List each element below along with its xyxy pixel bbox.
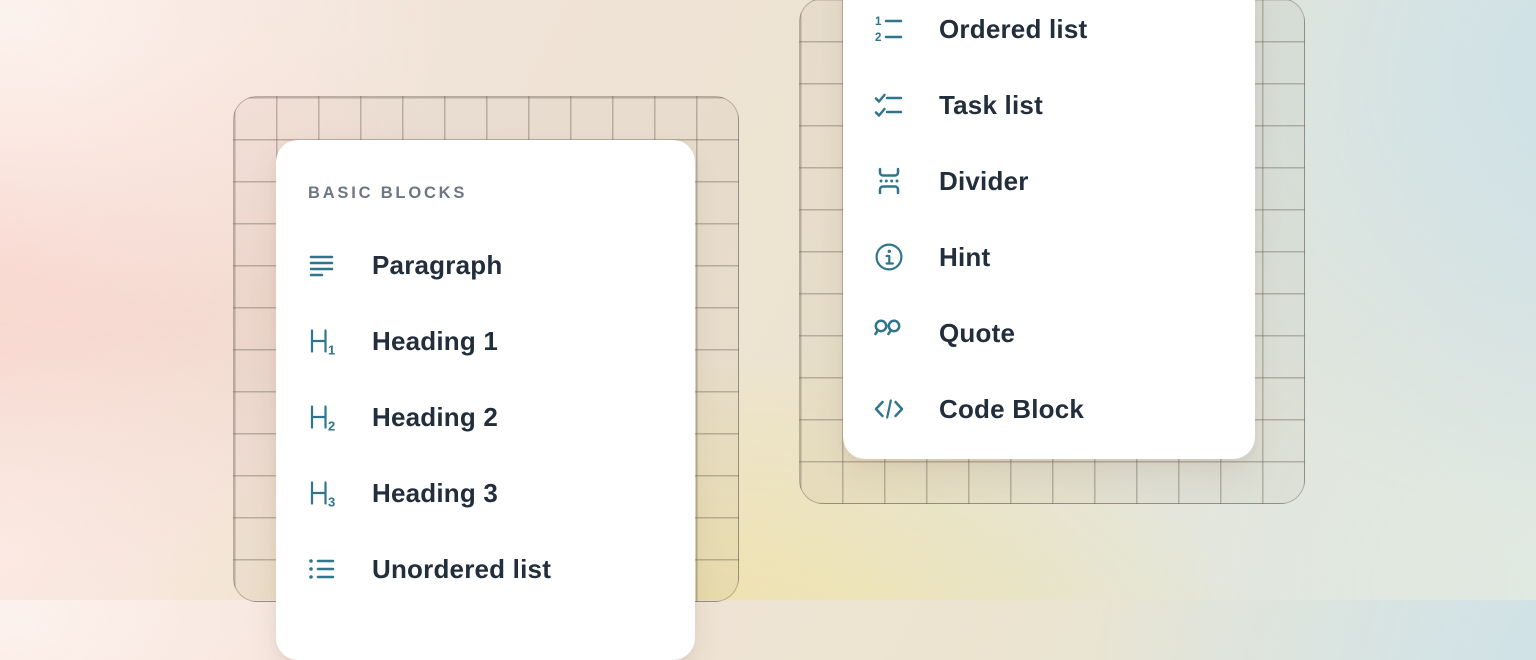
menu-item-label: Code Block	[939, 393, 1085, 424]
menu-item-divider[interactable]: Divider	[843, 165, 1255, 197]
svg-text:1: 1	[875, 16, 882, 28]
menu-item-code-block[interactable]: Code Block	[843, 393, 1255, 425]
svg-text:2: 2	[875, 32, 881, 44]
menu-item-label: Task list	[939, 89, 1043, 120]
menu-item-quote[interactable]: Quote	[843, 317, 1255, 349]
heading-1-icon: 1	[306, 325, 338, 357]
menu-item-label: Heading 1	[372, 325, 499, 356]
divider-icon	[873, 165, 905, 197]
menu-item-label: Hint	[939, 241, 991, 272]
heading-3-icon: 3	[306, 477, 338, 509]
menu-item-heading-3[interactable]: 3 Heading 3	[276, 477, 695, 509]
hint-icon	[873, 241, 905, 273]
svg-text:3: 3	[328, 495, 335, 510]
unordered-list-icon	[306, 553, 338, 585]
menu-item-hint[interactable]: Hint	[843, 241, 1255, 273]
menu-item-paragraph[interactable]: Paragraph	[276, 249, 695, 281]
menu-item-label: Heading 2	[372, 401, 499, 432]
menu-item-task-list[interactable]: Task list	[843, 89, 1255, 121]
paragraph-icon	[306, 249, 338, 281]
basic-blocks-menu: BASIC BLOCKS Paragraph 1 Heading 1 2 Hea…	[276, 140, 695, 660]
menu-item-label: Unordered list	[372, 553, 552, 584]
menu-item-label: Heading 3	[372, 477, 499, 508]
menu-item-label: Paragraph	[372, 249, 503, 280]
svg-text:1: 1	[328, 343, 335, 358]
svg-text:2: 2	[328, 419, 335, 434]
menu-item-label: Divider	[939, 165, 1029, 196]
task-list-icon	[873, 89, 905, 121]
menu-item-label: Ordered list	[939, 13, 1088, 44]
code-block-icon	[873, 393, 905, 425]
quote-icon	[873, 317, 905, 349]
menu-item-heading-1[interactable]: 1 Heading 1	[276, 325, 695, 357]
menu-item-unordered-list[interactable]: Unordered list	[276, 553, 695, 585]
menu-item-heading-2[interactable]: 2 Heading 2	[276, 401, 695, 433]
section-label-basic-blocks: BASIC BLOCKS	[308, 184, 468, 202]
heading-2-icon: 2	[306, 401, 338, 433]
menu-item-label: Quote	[939, 317, 1016, 348]
